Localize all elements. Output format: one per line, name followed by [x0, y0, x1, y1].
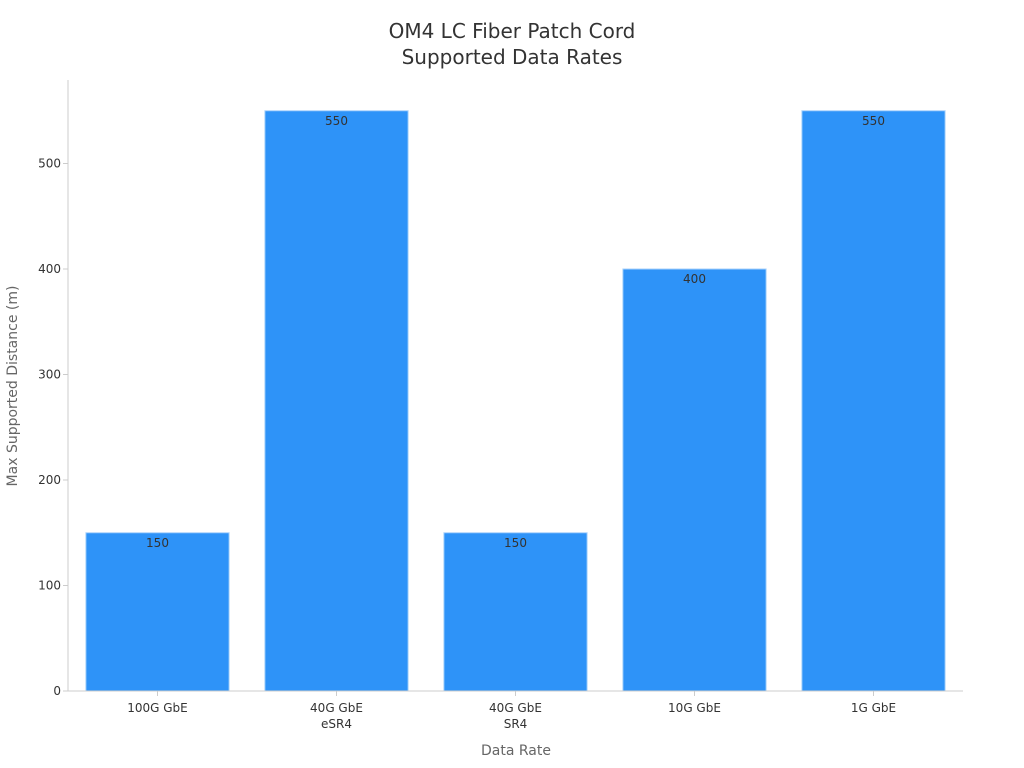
- chart-title-line-2: Supported Data Rates: [401, 45, 623, 69]
- y-axis-label: Max Supported Distance (m): [5, 286, 21, 487]
- bars-group: 150 550 150 400 550: [85, 110, 946, 692]
- bar: [622, 268, 767, 692]
- bar-value-label: 550: [862, 114, 885, 128]
- chart-title-line-1: OM4 LC Fiber Patch Cord: [388, 19, 636, 43]
- x-axis-label: Data Rate: [481, 743, 551, 759]
- y-tick-label: 200: [38, 473, 61, 487]
- y-tick-label: 300: [38, 368, 61, 382]
- x-tick-label: 1G GbE: [851, 701, 896, 715]
- x-tick-label: 10G GbE: [668, 701, 721, 715]
- bar-value-label: 150: [146, 536, 169, 550]
- y-tick-label: 400: [38, 262, 61, 276]
- y-tick-label: 100: [38, 579, 61, 593]
- bar: [85, 532, 230, 692]
- bar: [443, 532, 588, 692]
- bar-value-label: 550: [325, 114, 348, 128]
- bar-value-label: 150: [504, 536, 527, 550]
- y-tick-label: 500: [38, 157, 61, 171]
- y-tick-label: 0: [53, 684, 61, 698]
- x-tick-label: 100G GbE: [127, 701, 188, 715]
- bar-value-label: 400: [683, 272, 706, 286]
- x-tick-label: 40G GbE eSR4: [310, 701, 363, 731]
- chart-title: OM4 LC Fiber Patch Cord Supported Data R…: [0, 18, 1024, 70]
- bar: [264, 110, 409, 692]
- bar: [801, 110, 946, 692]
- axes-group: 100G GbE 40G GbE eSR4 40G GbE SR4 10G GbE 1G G…: [38, 80, 963, 731]
- x-tick-label: 40G GbE SR4: [489, 701, 542, 731]
